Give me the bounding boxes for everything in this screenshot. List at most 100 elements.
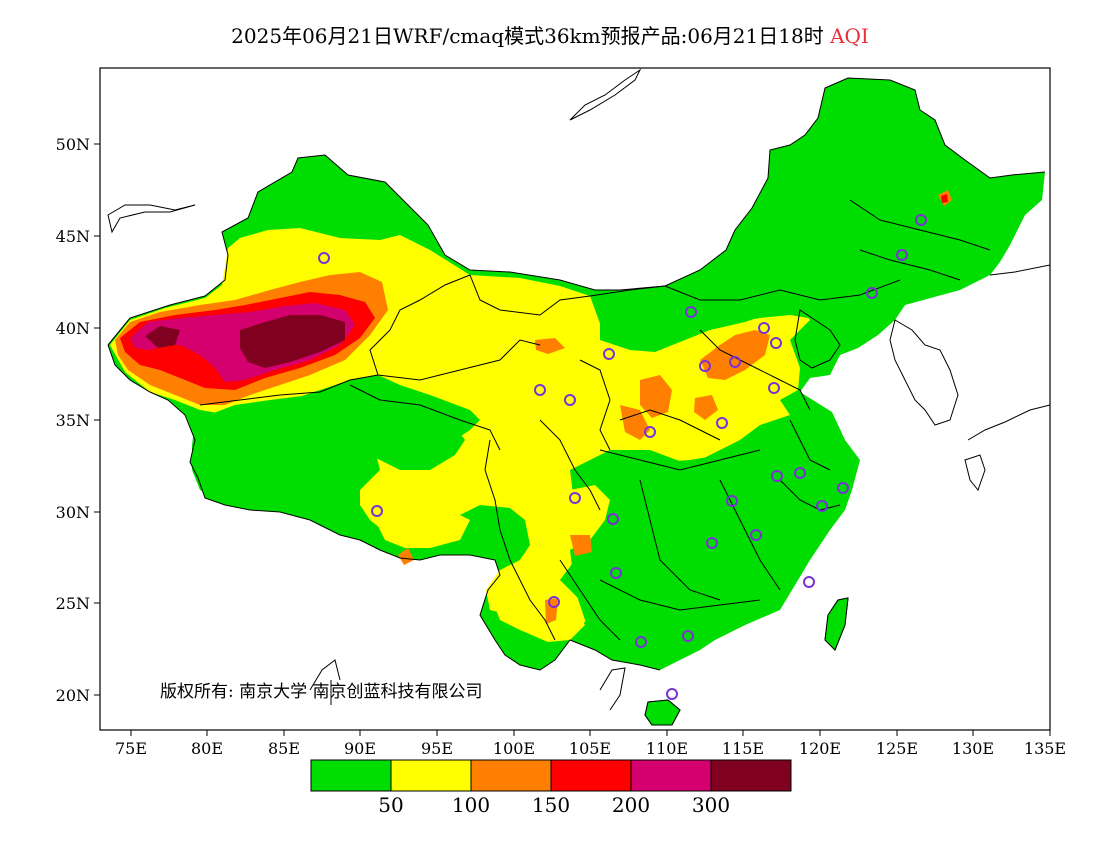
boundary-henan <box>619 409 721 441</box>
lon-label: 135E <box>1024 739 1066 758</box>
aqi-region-green-north <box>590 258 845 345</box>
map-frame <box>99 67 1051 731</box>
lat-ticks <box>94 143 100 696</box>
vietnam-coast <box>599 667 626 711</box>
lon-label: 80E <box>191 739 223 758</box>
station-marker <box>729 356 741 368</box>
aqi-region-orange-gansu <box>535 338 565 354</box>
legend-labels: 50 100 150 200 300 <box>378 793 730 817</box>
aqi-region-yellow-tibet-south <box>370 505 470 548</box>
legend-label: 200 <box>612 793 650 817</box>
legend-label: 100 <box>452 793 490 817</box>
boundary-mongolia <box>589 279 901 301</box>
boundary-jilin <box>859 249 961 281</box>
aqi-region-green-qinghai <box>355 405 465 470</box>
station-marker <box>716 417 728 429</box>
japan-coast <box>967 404 1050 441</box>
boundary-tibet-qinghai <box>349 384 501 451</box>
station-marker <box>607 513 619 525</box>
station-marker <box>866 287 878 299</box>
station-marker <box>750 529 762 541</box>
boundary-xinjiang-tibet <box>199 374 379 406</box>
lon-label: 75E <box>115 739 147 758</box>
bay-of-bengal-coast <box>309 659 341 691</box>
station-marker <box>896 249 908 261</box>
boundary-outline <box>107 77 1046 346</box>
boundary-shandong <box>759 369 811 411</box>
lon-label: 115E <box>722 739 764 758</box>
station-marker <box>768 382 780 394</box>
boundary-inner-mongolia <box>469 274 591 316</box>
lon-label: 125E <box>876 739 918 758</box>
boundary-hubei <box>599 449 761 471</box>
legend-label: 50 <box>378 793 403 817</box>
lon-ticks <box>130 730 1051 736</box>
station-marker <box>706 537 718 549</box>
korea-coast <box>889 319 959 426</box>
aqi-region-yellow-yunnan <box>490 585 585 642</box>
boundary-hebei <box>699 329 761 371</box>
aqi-region-maroon-taklamakan <box>240 315 345 368</box>
boundary-lines <box>107 68 1050 726</box>
legend-swatch <box>711 760 791 791</box>
station-marker <box>699 360 711 372</box>
russia-east-coast <box>989 264 1050 276</box>
aqi-region-orange-henan <box>620 405 650 440</box>
station-marker <box>685 306 697 318</box>
station-marker <box>371 505 383 517</box>
boundary-jiangsu <box>789 419 831 471</box>
aqi-field <box>108 78 1045 670</box>
legend-swatch <box>631 760 711 791</box>
station-marker <box>318 252 330 264</box>
aqi-region-yellow-sichuan <box>545 485 610 550</box>
copyright-text: 版权所有: 南京大学 南京创蓝科技有限公司 <box>160 682 483 702</box>
lon-label: 105E <box>569 739 611 758</box>
station-marker <box>803 576 815 588</box>
legend-swatch <box>311 760 391 791</box>
legend-swatch <box>391 760 471 791</box>
title-variable: AQI <box>830 24 869 48</box>
boundary-south <box>107 344 661 671</box>
station-marker <box>758 322 770 334</box>
baikal-outline <box>569 68 642 121</box>
station-marker <box>726 495 738 507</box>
station-marker <box>635 636 647 648</box>
boundary-sichuan-west <box>484 439 521 581</box>
lat-label: 35N <box>56 411 90 430</box>
lon-label: 100E <box>493 739 535 758</box>
station-marker <box>564 394 576 406</box>
legend-colorbar <box>310 759 792 792</box>
lat-labels: 50N 45N 40N 35N 30N 25N 20N <box>56 135 90 705</box>
lon-label: 110E <box>646 739 688 758</box>
aqi-region-orange-tibet <box>398 548 414 565</box>
legend-label: 300 <box>692 793 730 817</box>
boundary-guangdong <box>599 579 761 611</box>
boundary-yunnan <box>519 579 556 641</box>
kyushu-coast <box>964 454 986 492</box>
lat-label: 20N <box>56 686 90 705</box>
boundary-heilongjiang <box>849 199 991 251</box>
lon-label: 90E <box>344 739 376 758</box>
station-marker <box>770 337 782 349</box>
lat-label: 50N <box>56 135 90 154</box>
station-marker <box>569 492 581 504</box>
station-marker <box>644 426 656 438</box>
balkhash-outline <box>107 204 196 234</box>
aqi-region-maroon-tarim <box>145 326 180 348</box>
station-marker <box>837 482 849 494</box>
station-marker <box>603 348 615 360</box>
taiwan-island <box>824 597 849 651</box>
station-marker <box>534 384 546 396</box>
aqi-region-green-tibet <box>192 390 380 515</box>
aqi-region-red-northeast <box>941 194 948 203</box>
station-marker <box>794 467 806 479</box>
lon-label: 130E <box>952 739 994 758</box>
station-marker <box>915 214 927 226</box>
boundary-shaanxi <box>579 359 611 451</box>
station-marker <box>666 688 678 700</box>
lat-label: 25N <box>56 594 90 613</box>
hainan-island <box>644 699 681 726</box>
lon-label: 85E <box>268 739 300 758</box>
boundary-sichuan-east <box>539 419 601 511</box>
